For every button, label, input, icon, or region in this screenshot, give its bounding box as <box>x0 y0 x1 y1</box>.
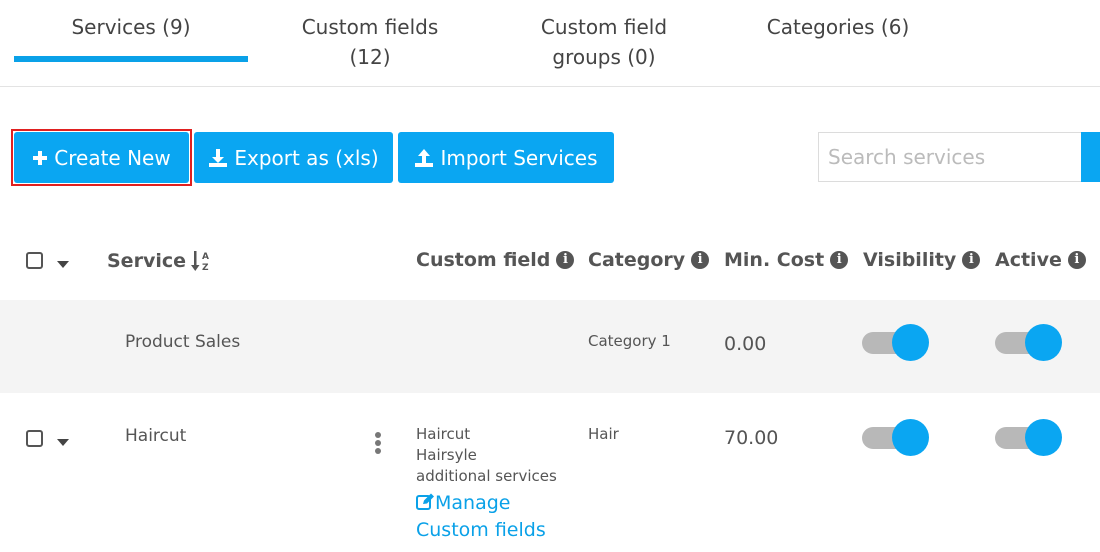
tabs-divider <box>0 86 1100 87</box>
service-name: Product Sales <box>125 332 240 352</box>
svg-text:Z: Z <box>202 263 209 273</box>
import-services-label: Import Services <box>440 146 597 170</box>
tab-custom-fields-label: Custom fields <box>270 12 470 42</box>
header-visibility-label: Visibility <box>863 249 956 271</box>
visibility-toggle[interactable] <box>862 419 928 457</box>
header-min-cost-label: Min. Cost <box>724 249 824 271</box>
tab-custom-field-groups-count: groups (0) <box>504 42 704 72</box>
info-icon[interactable]: i <box>962 251 980 269</box>
sort-alpha-icon: A Z <box>191 249 213 273</box>
highlight-box <box>11 129 192 186</box>
tab-custom-field-groups[interactable]: Custom field groups (0) <box>504 12 704 72</box>
tab-categories[interactable]: Categories (6) <box>738 12 938 42</box>
search-input[interactable] <box>818 132 1082 182</box>
select-all-checkbox[interactable] <box>26 252 43 269</box>
edit-icon <box>416 493 435 510</box>
caret-down-icon[interactable] <box>57 439 69 446</box>
service-category: Category 1 <box>588 331 671 352</box>
header-category: Category i <box>588 249 709 271</box>
header-service[interactable]: Service A Z <box>107 249 213 273</box>
tab-custom-field-groups-label: Custom field <box>504 12 704 42</box>
custom-field-item: Hairsyle <box>416 445 557 466</box>
export-xls-label: Export as (xls) <box>234 146 378 170</box>
service-min-cost: 0.00 <box>724 333 766 355</box>
header-active: Active i <box>995 249 1086 271</box>
search-button[interactable] <box>1081 132 1100 182</box>
custom-field-list: Haircut Hairsyle additional services <box>416 424 557 487</box>
header-visibility: Visibility i <box>863 249 980 271</box>
info-icon[interactable]: i <box>556 251 574 269</box>
header-service-label: Service <box>107 250 186 272</box>
tab-services[interactable]: Services (9) <box>14 12 248 42</box>
active-toggle[interactable] <box>995 419 1061 457</box>
header-custom-field-label: Custom field <box>416 249 550 271</box>
manage-link-line1: Manage <box>435 492 510 514</box>
service-name: Haircut <box>125 426 186 446</box>
info-icon[interactable]: i <box>691 251 709 269</box>
service-min-cost: 70.00 <box>724 427 778 449</box>
import-services-button[interactable]: Import Services <box>398 132 614 183</box>
caret-down-icon[interactable] <box>57 261 69 268</box>
info-icon[interactable]: i <box>830 251 848 269</box>
tab-categories-label: Categories (6) <box>738 12 938 42</box>
active-tab-indicator <box>14 56 248 62</box>
kebab-menu-icon[interactable] <box>374 432 382 456</box>
custom-field-item: Haircut <box>416 424 557 445</box>
header-custom-field: Custom field i <box>416 249 574 271</box>
download-icon <box>208 148 228 168</box>
custom-field-item: additional services <box>416 466 557 487</box>
tab-services-label: Services (9) <box>14 12 248 42</box>
header-min-cost: Min. Cost i <box>724 249 848 271</box>
header-active-label: Active <box>995 249 1062 271</box>
service-category: Hair <box>588 424 619 445</box>
upload-icon <box>414 148 434 168</box>
info-icon[interactable]: i <box>1068 251 1086 269</box>
tab-custom-fields-count: (12) <box>270 42 470 72</box>
tab-custom-fields[interactable]: Custom fields (12) <box>270 12 470 72</box>
manage-custom-fields-link[interactable]: Manage Custom fields <box>416 490 546 544</box>
header-category-label: Category <box>588 249 685 271</box>
manage-link-line2: Custom fields <box>416 517 546 544</box>
svg-text:A: A <box>202 252 209 262</box>
row-checkbox[interactable] <box>26 430 43 447</box>
export-xls-button[interactable]: Export as (xls) <box>194 132 393 183</box>
visibility-toggle[interactable] <box>862 324 928 362</box>
active-toggle[interactable] <box>995 324 1061 362</box>
